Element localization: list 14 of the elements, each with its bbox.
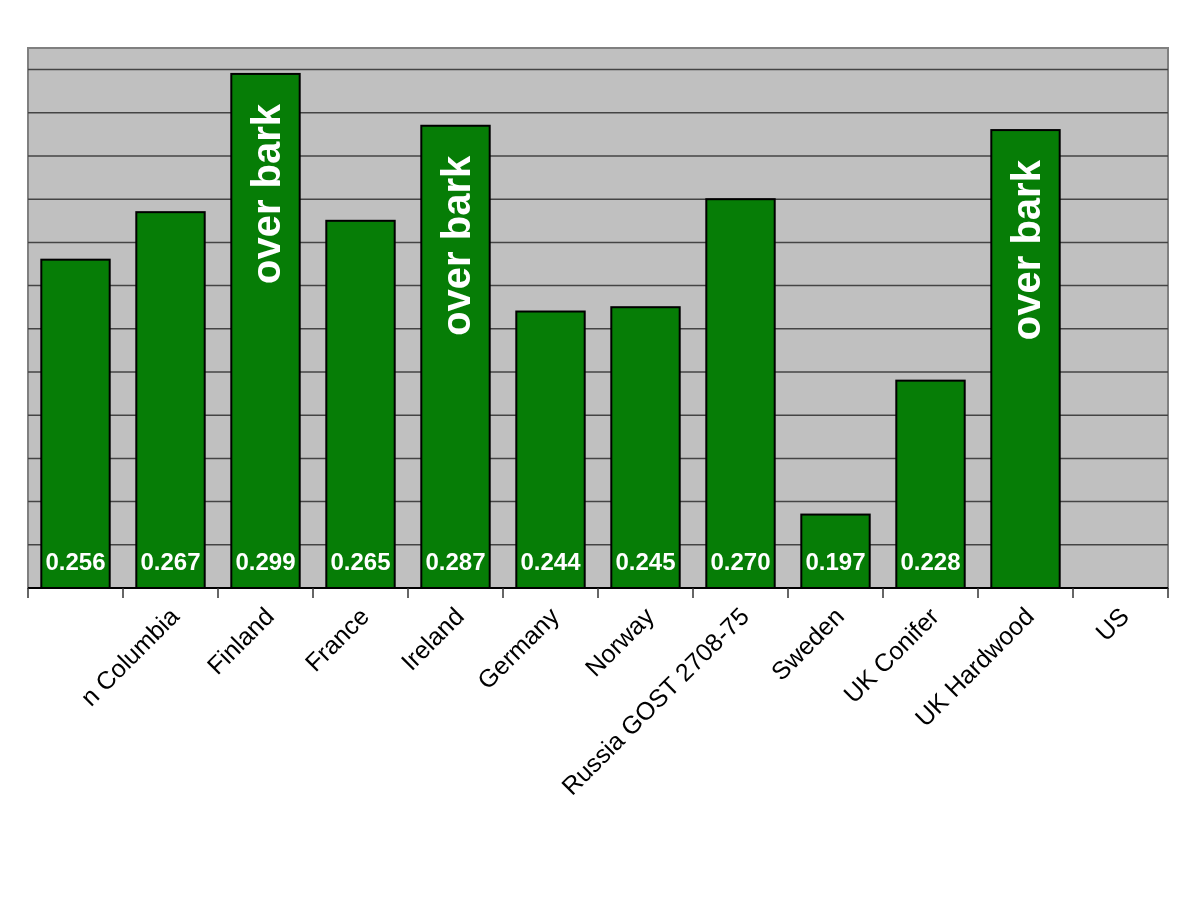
data-label: 0.270: [710, 548, 771, 575]
data-label: 0.267: [140, 548, 201, 575]
annotation: over bark: [433, 155, 478, 336]
annotation: over bark: [1003, 159, 1048, 341]
data-label: 0.287: [425, 548, 486, 575]
data-label: 0.244: [520, 548, 582, 575]
data-label: 0.265: [330, 548, 391, 575]
data-label: 0.299: [235, 548, 296, 575]
data-label: 0.256: [45, 548, 106, 575]
annotation: over bark: [243, 103, 288, 285]
data-label: 0.197: [805, 548, 866, 575]
data-label: 0.228: [900, 548, 961, 575]
x-tick-label: US: [1089, 601, 1135, 647]
data-label: 0.245: [615, 548, 676, 575]
